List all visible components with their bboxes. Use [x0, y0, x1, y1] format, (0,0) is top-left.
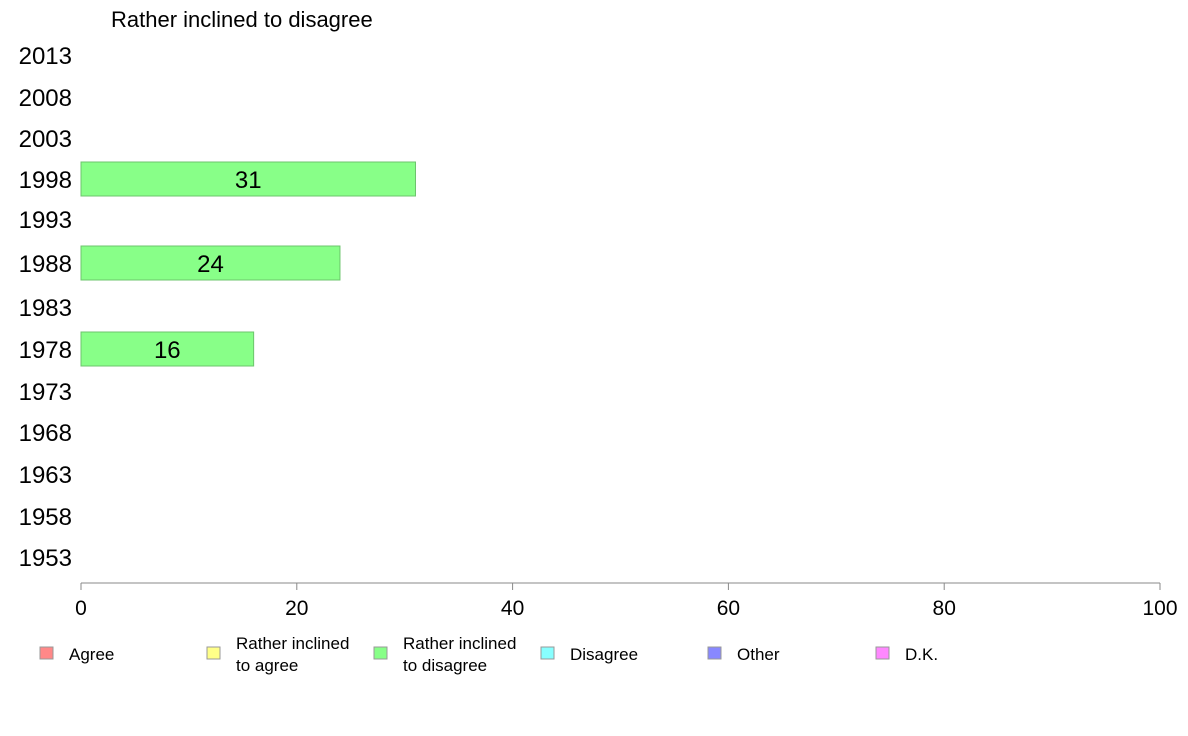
y-tick-label: 1998	[19, 167, 72, 194]
legend-swatch	[540, 646, 555, 660]
y-tick-label: 1978	[19, 337, 72, 364]
y-axis-labels: 2013 2008 2003 1998 1993 1988 1983 1978 1973 1968…	[19, 43, 72, 572]
legend-swatch	[875, 646, 890, 660]
x-tick-label: 40	[501, 597, 524, 620]
x-axis: 0 20 40 60 80 100	[75, 582, 1178, 620]
bars: 31 24 16	[80, 161, 416, 367]
legend-item: Agree	[39, 645, 114, 664]
legend-item: Disagree	[540, 645, 638, 664]
x-tick-label: 80	[933, 597, 956, 620]
legend-label: Rather inclined to disagree	[403, 634, 516, 675]
y-tick-label: 1993	[19, 207, 72, 234]
bar	[80, 245, 341, 281]
legend-swatch	[373, 646, 388, 660]
legend: Agree Rather inclined to agree Rather incli…	[39, 634, 938, 675]
y-tick-label: 1953	[19, 545, 72, 572]
bar	[80, 161, 416, 197]
y-tick-label: 1973	[19, 379, 72, 406]
legend-item: Other	[707, 645, 780, 664]
legend-item: Rather inclined to agree	[206, 634, 349, 675]
y-tick-label: 2008	[19, 85, 72, 112]
y-tick-label: 2003	[19, 126, 72, 153]
legend-label: Agree	[69, 645, 114, 664]
legend-label: Rather inclined to agree	[236, 634, 349, 675]
y-tick-label: 1983	[19, 295, 72, 322]
x-tick-label: 0	[75, 597, 87, 620]
legend-swatch	[206, 646, 221, 660]
x-tick-label: 100	[1142, 597, 1177, 620]
legend-item: D.K.	[875, 645, 938, 664]
y-tick-label: 2013	[19, 43, 72, 70]
bar-value-label: 31	[235, 167, 262, 194]
x-tick-label: 60	[717, 597, 740, 620]
legend-item: Rather inclined to disagree	[373, 634, 516, 675]
legend-label: Disagree	[570, 645, 638, 664]
bar	[80, 331, 255, 367]
y-tick-label: 1988	[19, 251, 72, 278]
legend-swatch	[707, 646, 722, 660]
x-tick-label: 20	[285, 597, 308, 620]
y-tick-label: 1963	[19, 462, 72, 489]
bar-value-label: 24	[197, 251, 224, 278]
legend-swatch	[39, 646, 54, 660]
chart-title: Rather inclined to disagree	[111, 7, 373, 32]
bar-value-label: 16	[154, 337, 181, 364]
y-tick-label: 1958	[19, 504, 72, 531]
legend-label: Other	[737, 645, 780, 664]
legend-label: D.K.	[905, 645, 938, 664]
y-tick-label: 1968	[19, 420, 72, 447]
